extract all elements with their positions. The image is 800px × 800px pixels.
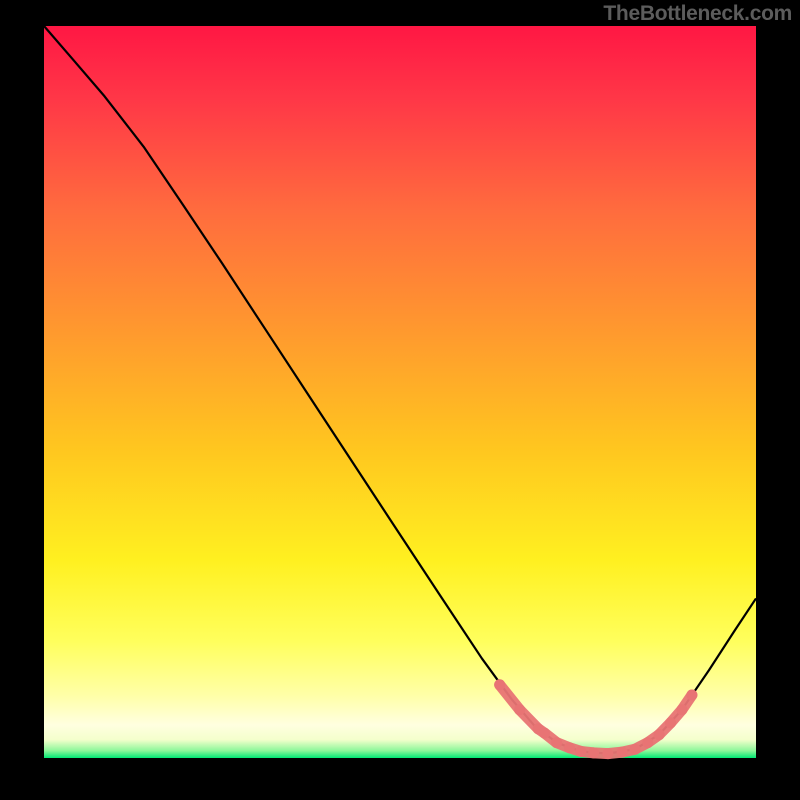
optimal-range-dot	[551, 737, 562, 748]
plot-background	[44, 26, 756, 758]
optimal-range-dot	[665, 717, 676, 728]
optimal-range-dot	[602, 748, 613, 759]
bottleneck-chart	[0, 0, 800, 800]
optimal-range-dot	[629, 744, 640, 755]
optimal-range-dot	[617, 747, 628, 758]
optimal-range-dot	[514, 704, 525, 715]
optimal-range-dot	[564, 742, 575, 753]
optimal-range-dot	[539, 728, 550, 739]
optimal-range-dot	[686, 690, 697, 701]
watermark-text: TheBottleneck.com	[603, 2, 792, 26]
optimal-range-dot	[575, 746, 586, 757]
optimal-range-dot	[494, 679, 505, 690]
optimal-range-dot	[588, 747, 599, 758]
optimal-range-dot	[642, 737, 653, 748]
optimal-range-dot	[654, 729, 665, 740]
optimal-range-dot	[676, 704, 687, 715]
